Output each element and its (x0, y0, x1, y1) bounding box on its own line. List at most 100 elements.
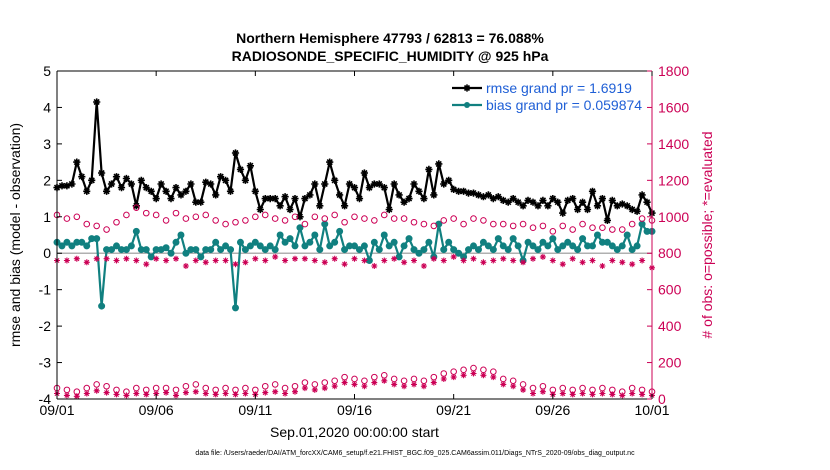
obs-evaluated-point (113, 257, 120, 264)
bias-point (603, 238, 611, 246)
rmse-point (588, 187, 597, 195)
obs-evaluated-point (321, 259, 328, 266)
rmse-point (569, 195, 577, 203)
obs-evaluated-point (212, 257, 219, 264)
obs-possible-point (559, 222, 567, 230)
obs-possible-point (212, 217, 219, 224)
bias-point (474, 246, 482, 254)
bias-point (534, 246, 542, 254)
obs-evaluated-point (282, 257, 289, 264)
obs-possible-point (291, 382, 299, 390)
obs-evaluated-point (361, 383, 368, 390)
obs-possible-point (341, 218, 348, 226)
obs-evaluated-point (133, 390, 140, 397)
obs-possible-point (133, 204, 140, 211)
obs-evaluated-point (579, 390, 586, 397)
bias-point (281, 238, 289, 246)
rmse-point (336, 191, 344, 199)
obs-possible-point (519, 220, 527, 228)
obs-evaluated-point (182, 389, 189, 396)
bias-point (380, 231, 388, 239)
obs-evaluated-point (232, 261, 239, 268)
y2-axis-label: # of obs: o=possible; *=evaluated (699, 131, 715, 338)
y2-tick-label: 200 (658, 355, 682, 371)
obs-evaluated-point (242, 390, 249, 397)
obs-possible-point (271, 381, 279, 388)
bias-point (370, 238, 378, 246)
bias-point (400, 242, 408, 250)
bias-point (589, 242, 596, 250)
bias-point (593, 231, 601, 239)
obs-evaluated-point (470, 255, 477, 262)
rmse-point (395, 191, 403, 199)
bias-point (276, 231, 284, 239)
obs-evaluated-point (143, 261, 150, 268)
obs-evaluated-point (470, 370, 477, 377)
rmse-point (311, 180, 319, 188)
obs-evaluated-point (520, 259, 527, 266)
rmse-point (73, 158, 81, 166)
obs-evaluated-point (411, 381, 417, 388)
obs-possible-point (172, 386, 180, 394)
rmse-point (137, 176, 145, 184)
bias-point (162, 244, 170, 252)
bias-point (241, 246, 249, 254)
rmse-point (593, 202, 602, 210)
rmse-point (415, 187, 423, 195)
obs-possible-point (509, 377, 517, 385)
y-tick-label: 2 (43, 172, 51, 188)
obs-possible-point (311, 213, 319, 221)
y-tick-label: 4 (43, 99, 51, 115)
obs-evaluated-point (301, 255, 308, 262)
rmse-point (226, 187, 235, 195)
bias-point (450, 246, 458, 254)
y2-tick-label: 600 (658, 282, 682, 298)
rmse-point (132, 202, 140, 210)
rmse-point (440, 180, 448, 188)
bias-point (222, 242, 230, 250)
bias-point (108, 246, 116, 254)
obs-evaluated-point (490, 257, 497, 264)
obs-evaluated-point (500, 381, 507, 388)
rmse-point (410, 180, 418, 188)
bias-point (341, 246, 349, 254)
bias-point (58, 242, 66, 250)
bias-point (504, 246, 512, 254)
rmse-point (574, 205, 582, 214)
rmse-point (479, 193, 487, 201)
obs-possible-point (222, 384, 229, 392)
rmse-point (345, 180, 354, 188)
bias-point (524, 238, 532, 246)
obs-evaluated-point (192, 388, 199, 395)
y-axis-label: rmse and bias (model - observation) (7, 123, 23, 347)
rmse-point (301, 195, 309, 203)
obs-evaluated-point (569, 391, 576, 398)
obs-possible-point (400, 377, 408, 385)
bias-point (390, 238, 398, 246)
y-tick-label: -3 (39, 355, 52, 371)
obs-evaluated-point (569, 255, 576, 262)
bias-point (484, 242, 492, 250)
rmse-point (112, 173, 121, 181)
y2-tick-label: 800 (658, 245, 682, 261)
obs-evaluated-point (490, 374, 497, 381)
bias-point (172, 238, 180, 246)
obs-possible-point (232, 218, 239, 226)
bias-point (514, 242, 522, 250)
obs-evaluated-point (589, 391, 596, 398)
obs-evaluated-point (113, 391, 120, 398)
obs-evaluated-point (450, 253, 457, 260)
bias-point (78, 238, 86, 246)
bias-point (266, 242, 274, 250)
obs-evaluated-point (103, 255, 110, 262)
bias-point (569, 242, 577, 250)
obs-evaluated-point (391, 255, 398, 262)
obs-possible-point (430, 222, 438, 230)
obs-possible-point (440, 370, 448, 377)
obs-evaluated-point (331, 383, 338, 390)
obs-evaluated-point (589, 257, 596, 264)
obs-evaluated-point (619, 392, 626, 399)
obs-possible-point (93, 381, 100, 388)
obs-evaluated-point (619, 259, 626, 266)
obs-evaluated-point (629, 390, 636, 397)
